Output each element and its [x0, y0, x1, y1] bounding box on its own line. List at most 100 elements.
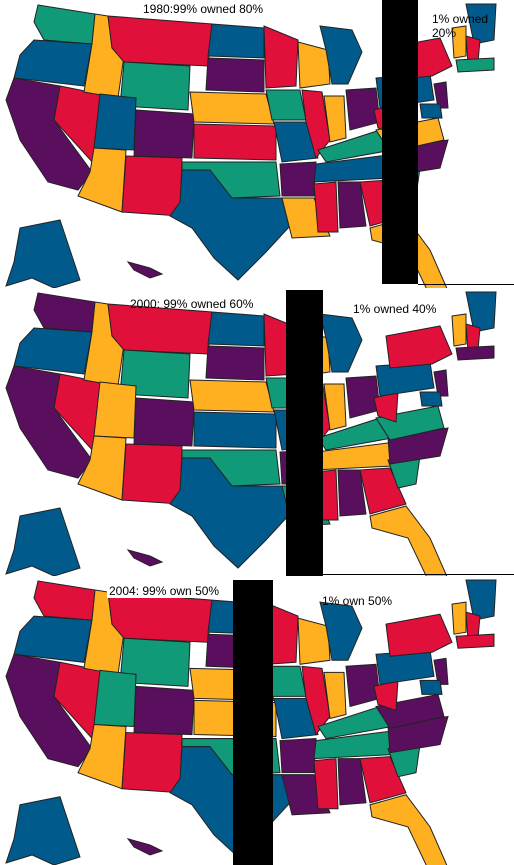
caption-right: 1% owned 20% [432, 12, 489, 40]
state-wyoming [119, 61, 191, 111]
separator-bar [382, 0, 418, 284]
state-kansas [193, 411, 277, 449]
state-washington [33, 292, 96, 333]
caption-left: 2004: 99% own 50% [107, 584, 222, 598]
state-ohio [345, 663, 381, 708]
state-new-jersey [433, 369, 449, 397]
state-missouri [273, 121, 319, 163]
state-michigan [319, 313, 363, 373]
state-north-dakota [207, 23, 265, 59]
state-new-jersey [433, 81, 449, 109]
state-iowa [265, 89, 307, 121]
map-panel-2004: 2004: 99% own 50% 1% own 50% [0, 576, 514, 865]
state-utah [93, 669, 137, 728]
caption-right: 1% own 50% [322, 594, 393, 608]
state-wisconsin [297, 41, 331, 89]
state-maryland [419, 103, 443, 119]
state-michigan [319, 25, 363, 85]
state-north-dakota [207, 311, 265, 347]
state-oregon [13, 39, 93, 87]
map-panel-1980: 1980:99% owned 80% 1% owned 20% [0, 0, 514, 288]
state-wisconsin [297, 617, 331, 665]
state-maine [465, 291, 497, 333]
state-new-mexico [121, 732, 183, 794]
state-kansas [193, 123, 277, 161]
state-south-dakota [205, 345, 265, 381]
state-mississippi [313, 181, 339, 233]
state-florida [369, 505, 448, 576]
state-montana [107, 591, 213, 643]
state-michigan [319, 601, 363, 661]
state-new-mexico [121, 443, 183, 505]
state-virginia [375, 693, 445, 730]
state-new-jersey [433, 657, 449, 685]
state-hawaii [126, 261, 164, 279]
state-alaska [5, 796, 81, 865]
state-maine [465, 3, 497, 45]
state-new-mexico [121, 155, 183, 217]
state-new-york [385, 325, 453, 369]
state-maryland [419, 679, 443, 695]
caption-right: 1% owned 40% [353, 302, 437, 316]
state-arizona [77, 147, 127, 213]
state-hawaii [126, 549, 164, 567]
state-utah [93, 93, 137, 151]
state-wyoming [119, 637, 191, 687]
state-colorado [133, 397, 195, 447]
state-massachusetts [455, 633, 495, 649]
state-wyoming [119, 349, 191, 399]
state-alabama [337, 758, 367, 806]
state-new-york [385, 613, 453, 657]
state-montana [107, 15, 213, 67]
state-vermont [451, 25, 467, 59]
map-panel-2000: 2000: 99% owned 60% 1% owned 40% [0, 288, 514, 576]
state-massachusetts [455, 57, 495, 73]
state-massachusetts [455, 345, 495, 361]
state-oregon [13, 327, 93, 375]
state-alabama [337, 181, 367, 229]
us-map-2000 [5, 291, 497, 576]
state-nebraska [189, 379, 275, 413]
state-texas [169, 457, 291, 569]
state-arkansas [279, 161, 317, 197]
state-vermont [451, 313, 467, 347]
state-hawaii [126, 838, 164, 856]
state-mississippi [313, 758, 339, 810]
caption-left: 1980:99% owned 80% [143, 2, 264, 16]
separator-bar [286, 290, 323, 576]
state-colorado [133, 685, 195, 736]
state-south-dakota [205, 57, 265, 93]
state-virginia [375, 405, 445, 441]
state-maryland [419, 391, 443, 407]
state-utah [93, 381, 137, 439]
state-minnesota [263, 25, 299, 89]
state-ohio [345, 87, 381, 131]
state-washington [33, 580, 96, 621]
state-alabama [337, 469, 367, 517]
state-alaska [5, 219, 81, 288]
separator-bar [233, 580, 273, 865]
state-arizona [77, 435, 127, 501]
state-vermont [451, 601, 467, 635]
state-oregon [13, 615, 93, 663]
state-maine [465, 579, 497, 621]
caption-left: 2000: 99% owned 60% [130, 297, 254, 311]
state-washington [33, 4, 96, 45]
state-arkansas [279, 738, 317, 774]
state-nebraska [189, 91, 275, 125]
state-indiana [323, 671, 347, 720]
state-colorado [133, 109, 195, 159]
state-montana [107, 303, 213, 355]
state-pennsylvania [375, 361, 435, 397]
panel-divider [323, 574, 514, 575]
state-pennsylvania [375, 649, 435, 685]
panel-divider [418, 284, 514, 285]
us-map-1980 [5, 3, 497, 288]
state-indiana [323, 383, 347, 431]
state-florida [369, 794, 448, 865]
state-missouri [273, 697, 319, 740]
state-ohio [345, 375, 381, 419]
state-texas [169, 169, 291, 281]
state-indiana [323, 95, 347, 143]
state-alaska [5, 507, 81, 576]
